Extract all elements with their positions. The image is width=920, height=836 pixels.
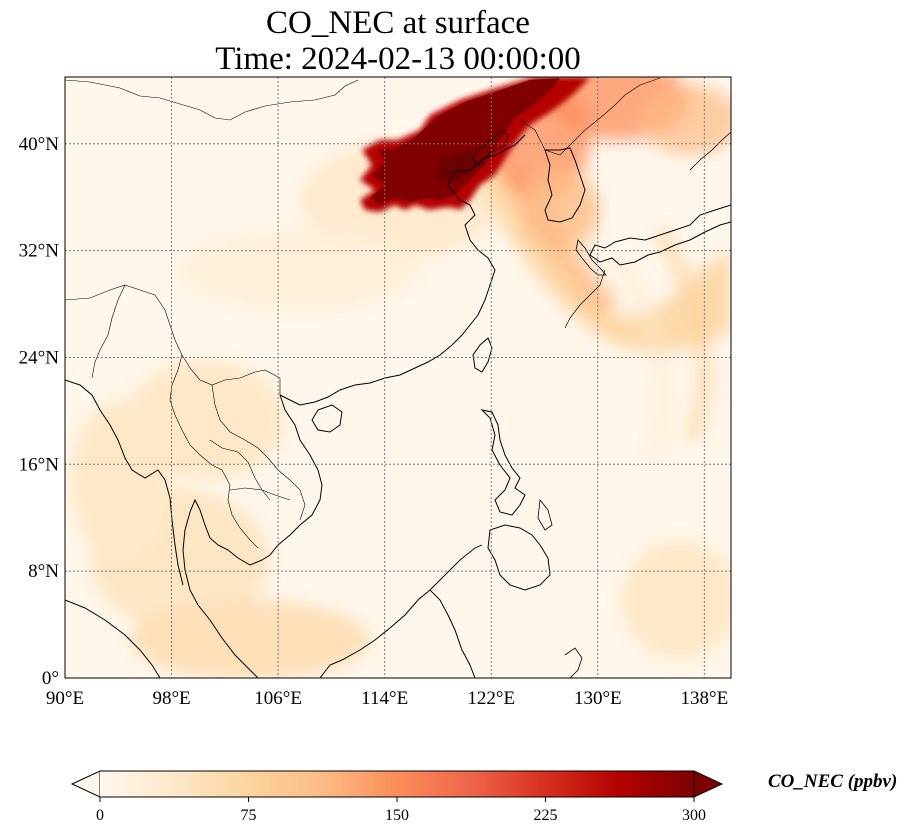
longitude-tick-label: 122°E xyxy=(467,688,515,709)
longitude-tick-label: 138°E xyxy=(681,688,729,709)
latitude-tick-label: 0° xyxy=(42,668,59,689)
sumatra-coastline xyxy=(65,599,161,678)
hainan-coastline xyxy=(311,404,343,433)
concentration-field xyxy=(65,77,731,678)
laos-vietnam-border xyxy=(211,384,306,521)
japan-north-coast xyxy=(689,131,731,171)
latitude-tick-label: 16°N xyxy=(19,454,60,475)
palawan-coastline xyxy=(429,544,483,591)
luzon-coastline xyxy=(480,409,526,516)
india-myanmar-border xyxy=(91,284,126,379)
sulawesi-coastline xyxy=(564,647,583,678)
ryukyu-islands xyxy=(564,269,606,329)
colorbar-tick-label: 75 xyxy=(241,807,257,824)
mindanao-coastline xyxy=(487,524,551,591)
visayas-island xyxy=(537,498,553,531)
colorbar-tick-label: 0 xyxy=(96,807,104,824)
plot-title: CO_NEC at surface xyxy=(266,5,530,41)
map-frame xyxy=(64,76,732,679)
gridlines xyxy=(65,77,731,678)
latitude-tick-label: 32°N xyxy=(19,241,60,262)
borneo-coastline xyxy=(319,589,476,678)
latitude-tick-label: 40°N xyxy=(19,134,60,155)
longitude-tick-label: 90°E xyxy=(46,688,84,709)
colorbar-max-extension xyxy=(693,770,724,798)
northern-border xyxy=(65,79,359,121)
latitude-tick-label: 8°N xyxy=(28,561,59,582)
thailand-border xyxy=(169,354,259,549)
longitude-tick-labels: 90°E 98°E 106°E 114°E 122°E 130°E 138°E xyxy=(46,688,728,709)
bohai-bay xyxy=(471,129,509,166)
latitude-tick-label: 24°N xyxy=(19,347,60,368)
colorbar: 0 75 150 225 300 xyxy=(70,770,724,824)
longitude-tick-label: 114°E xyxy=(361,688,408,709)
colorbar-gradient xyxy=(100,771,694,797)
colorbar-tick-label: 300 xyxy=(682,807,706,824)
colorbar-tick-label: 225 xyxy=(534,807,558,824)
vietnam-coastline xyxy=(261,394,323,561)
high-concentration-plume xyxy=(360,77,590,212)
longitude-tick-label: 130°E xyxy=(574,688,622,709)
outflow-plume xyxy=(480,77,731,464)
colorbar-min-extension xyxy=(70,770,101,798)
malay-peninsula-coastline xyxy=(182,498,263,678)
cambodia-border xyxy=(229,487,291,501)
colorbar-ticks: 0 75 150 225 300 xyxy=(96,797,706,824)
myanmar-coastline xyxy=(65,379,184,586)
plot-subtitle-time: Time: 2024-02-13 00:00:00 xyxy=(215,41,581,77)
colorbar-tick-label: 150 xyxy=(385,807,409,824)
japan-honshu xyxy=(589,204,731,266)
longitude-tick-label: 98°E xyxy=(152,688,190,709)
china-coastline xyxy=(279,134,526,406)
colorbar-title: CO_NEC (ppbv) xyxy=(768,771,898,792)
latitude-tick-labels: 0° 8°N 16°N 24°N 32°N 40°N xyxy=(19,134,60,689)
longitude-tick-label: 106°E xyxy=(254,688,302,709)
korea-coastline xyxy=(544,147,586,223)
japan-kyushu xyxy=(575,239,607,276)
coastlines-and-borders xyxy=(65,77,731,678)
